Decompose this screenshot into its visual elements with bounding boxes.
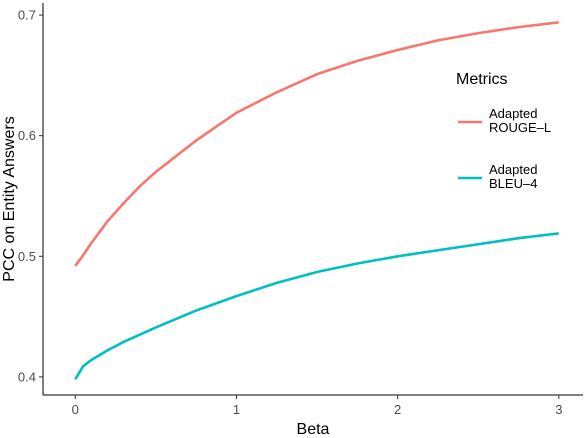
legend-title: Metrics <box>456 71 508 88</box>
y-tick-label: 0.6 <box>18 128 36 143</box>
x-tick-label: 3 <box>555 402 562 417</box>
legend-label-2: Adapted <box>489 162 537 177</box>
series-line-2 <box>74 232 559 380</box>
x-axis-title: Beta <box>297 421 330 438</box>
legend-label-1: Adapted <box>489 106 537 121</box>
plot-area <box>74 21 559 380</box>
y-tick-label: 0.7 <box>18 8 36 23</box>
legend-label-2: BLEU–4 <box>489 176 537 191</box>
axes <box>42 3 583 396</box>
x-axis-ticks: 0 1 2 3 <box>72 395 562 417</box>
x-tick-label: 0 <box>72 402 79 417</box>
x-tick-label: 2 <box>394 402 401 417</box>
y-axis-title: PCC on Entity Answers <box>1 116 18 281</box>
x-tick-label: 1 <box>233 402 240 417</box>
y-axis-ticks: 0.4 0.5 0.6 0.7 <box>18 8 43 384</box>
y-tick-label: 0.5 <box>18 249 36 264</box>
series-line-1 <box>74 21 559 267</box>
legend-label-1: ROUGE–L <box>489 120 551 135</box>
y-tick-label: 0.4 <box>18 369 36 384</box>
